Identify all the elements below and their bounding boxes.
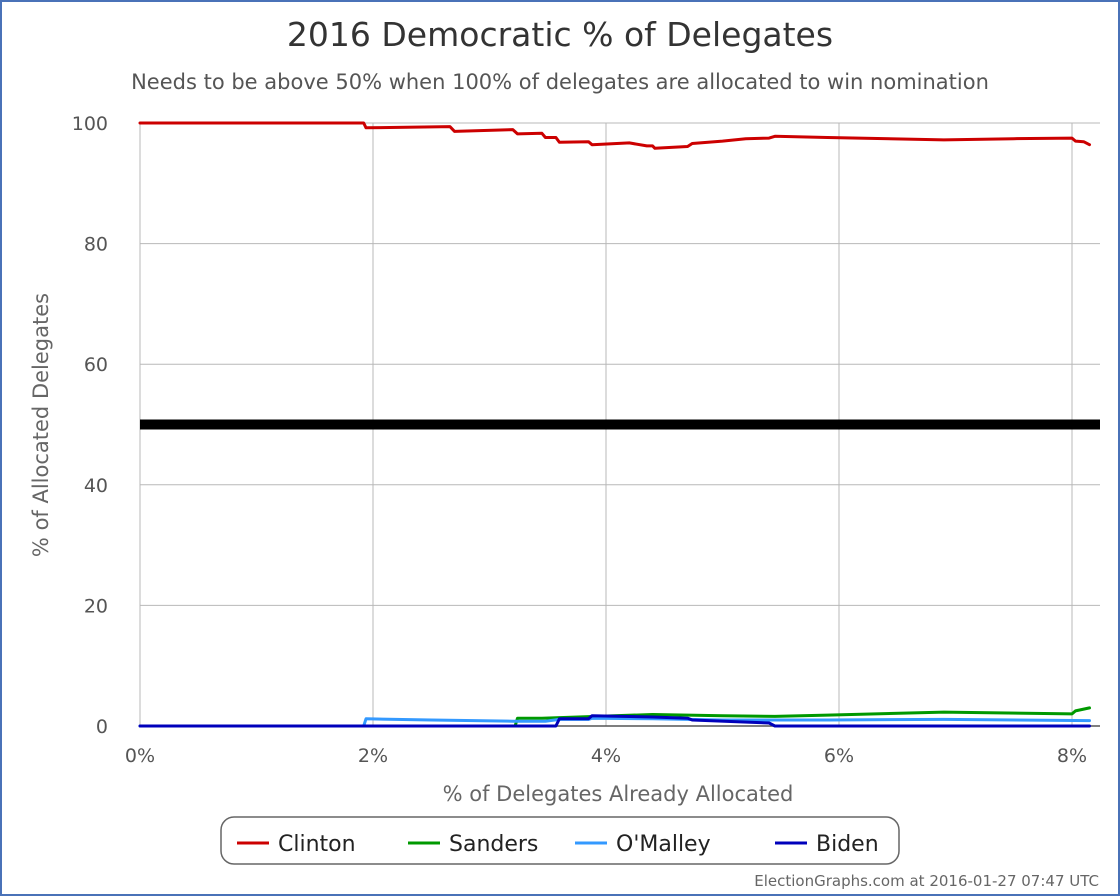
series-line-sanders [513,706,1091,728]
series-line-biden [138,714,1091,728]
y-tick-label: 100 [72,113,108,135]
x-tick-label: 8% [1057,745,1087,767]
x-axis-ticks: 0% 2% 4% 6% 8% [125,745,1087,767]
legend-label-biden: Biden [816,832,879,857]
y-axis-ticks: 0 20 40 60 80 100 [72,113,108,738]
y-tick-label: 60 [84,354,108,376]
y-tick-label: 20 [84,595,108,617]
x-tick-label: 6% [824,745,854,767]
series-line-clinton [138,121,1091,150]
chart-subtitle: Needs to be above 50% when 100% of deleg… [131,70,989,94]
x-axis-title: % of Delegates Already Allocated [443,782,794,806]
legend-label-o-malley: O'Malley [616,832,711,857]
legend: Clinton Sanders O'Malley Biden [220,816,900,865]
legend-label-clinton: Clinton [278,832,356,857]
series-lines [138,121,1091,728]
legend-label-sanders: Sanders [449,832,538,857]
x-tick-label: 4% [591,745,621,767]
y-tick-label: 0 [96,716,108,738]
x-tick-label: 2% [358,745,388,767]
y-tick-label: 80 [84,234,108,256]
y-axis-title: % of Allocated Delegates [29,293,53,557]
legend-box [220,816,900,865]
chart-title: 2016 Democratic % of Delegates [287,15,833,54]
y-tick-label: 40 [84,475,108,497]
x-tick-label: 0% [125,745,155,767]
credit-text: ElectionGraphs.com at 2016-01-27 07:47 U… [754,872,1099,890]
